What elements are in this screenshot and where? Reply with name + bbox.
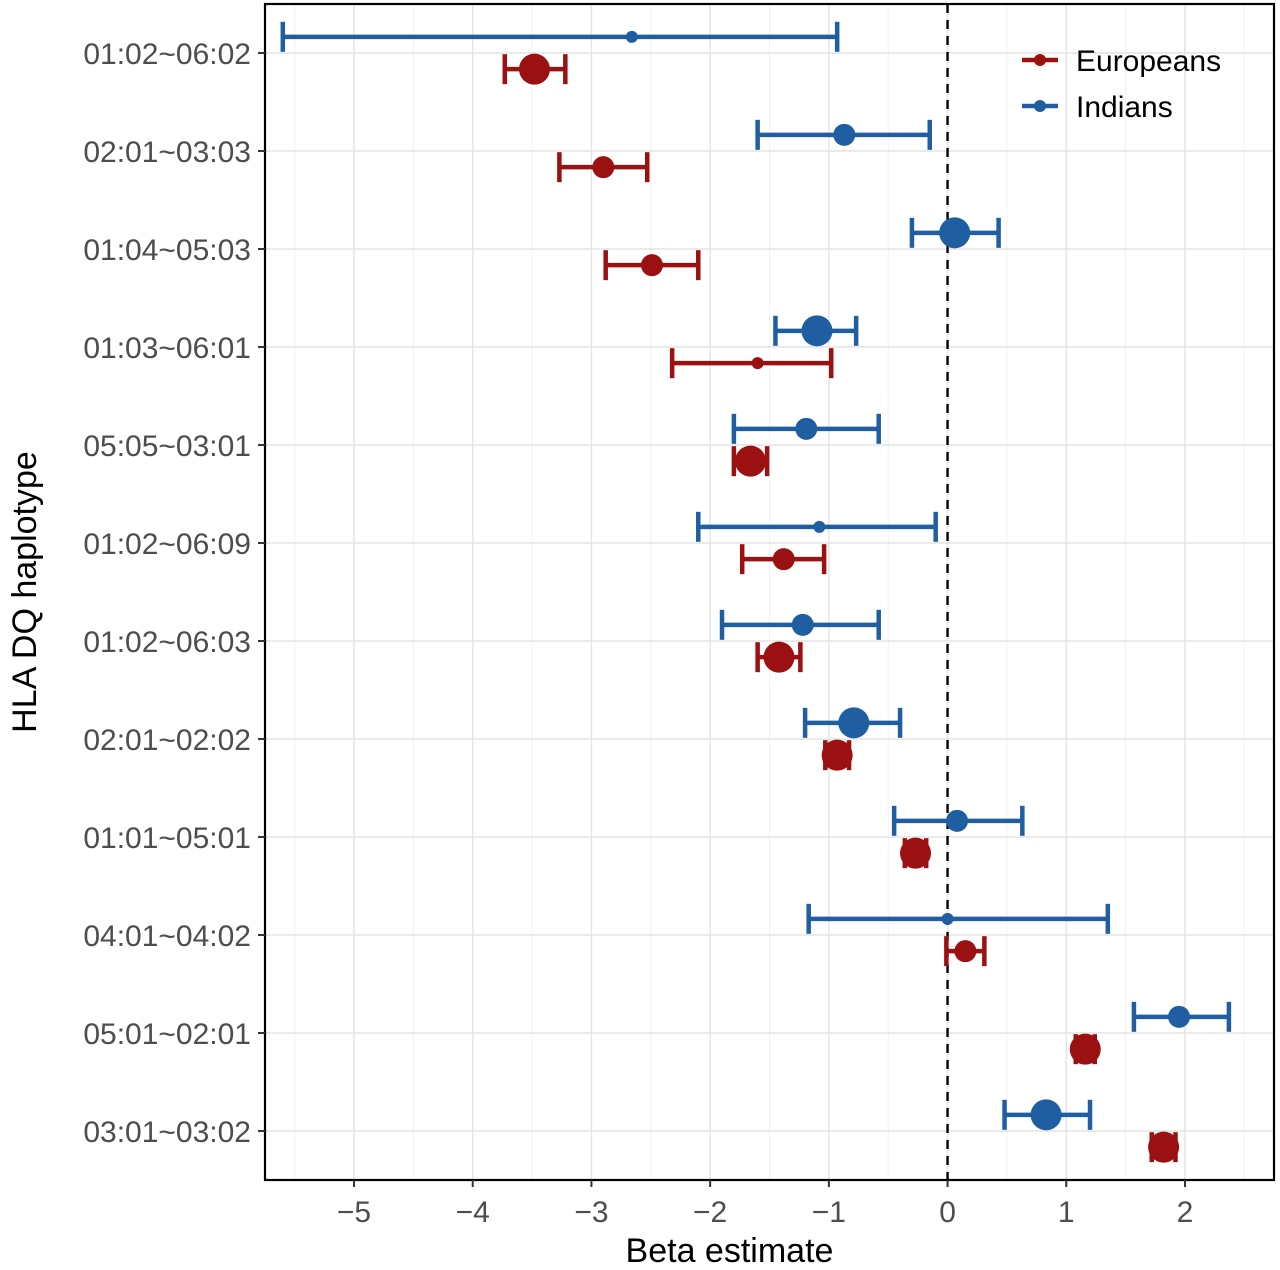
x-tick-label: −2 [693,1196,727,1229]
y-tick-label: 02:01~02:02 [83,724,251,757]
estimate-point [763,641,795,673]
y-axis-title: HLA DQ haplotype [6,451,44,733]
estimate-point [518,53,550,85]
estimate-point [821,739,853,771]
series-indians [280,21,1232,1131]
legend-item-indians: Indians [1022,91,1173,124]
estimate-point [801,315,833,347]
legend-key-point [1034,100,1046,112]
x-tick-label: −4 [456,1196,490,1229]
estimate-point [1168,1005,1191,1028]
major-grid [265,4,1274,1180]
legend-label: Indians [1076,91,1173,124]
x-tick-label: 2 [1177,1196,1194,1229]
y-tick-label: 01:02~06:09 [83,528,251,561]
y-axis: 01:02~06:02 02:01~03:03 01:04~05:03 01:03~0… [83,38,265,1149]
x-tick-label: −3 [574,1196,608,1229]
y-tick-label: 04:01~04:02 [83,920,251,953]
minor-grid [294,4,1245,1180]
plot-panel-border [263,2,1276,1182]
estimate-point [1030,1099,1062,1131]
estimate-point [795,417,818,440]
estimate-point [735,445,767,477]
x-tick-label: −1 [812,1196,846,1229]
y-tick-label: 05:01~02:01 [83,1018,251,1051]
estimate-point [751,357,764,370]
estimate-point [838,707,870,739]
estimate-point [640,254,663,277]
x-tick-label: −5 [337,1196,371,1229]
series-europeans [502,53,1180,1163]
estimate-point [954,940,977,963]
y-tick-label: 01:02~06:02 [83,38,251,71]
estimate-point [813,520,826,533]
estimate-point [625,30,638,43]
y-tick-label: 02:01~03:03 [83,136,251,169]
estimate-point [1148,1131,1180,1163]
estimate-point [900,837,932,869]
y-tick-label: 03:01~03:02 [83,1116,251,1149]
legend-label: Europeans [1076,45,1221,78]
x-tick-label: 0 [939,1196,956,1229]
estimate-point [592,156,615,179]
y-tick-label: 01:02~06:03 [83,626,251,659]
y-tick-label: 01:04~05:03 [83,234,251,267]
error-bar [280,21,840,52]
estimate-point [833,123,856,146]
error-bar [806,903,1111,934]
x-axis-title: Beta estimate [626,1232,834,1270]
y-tick-label: 01:01~05:01 [83,822,251,855]
legend: Europeans Indians [1022,45,1221,124]
estimate-point [791,613,814,636]
estimate-point [1069,1033,1101,1065]
legend-key-point [1034,54,1046,66]
x-axis: −5 −4 −3 −2 −1 0 1 2 [337,1180,1193,1229]
y-tick-label: 05:05~03:01 [83,430,251,463]
x-tick-label: 1 [1058,1196,1075,1229]
estimate-point [946,809,969,832]
estimate-point [941,912,954,925]
legend-item-europeans: Europeans [1022,45,1221,78]
y-tick-label: 01:03~06:01 [83,332,251,365]
estimate-point [772,548,795,571]
estimate-point [939,217,971,249]
series-layer [280,21,1232,1163]
